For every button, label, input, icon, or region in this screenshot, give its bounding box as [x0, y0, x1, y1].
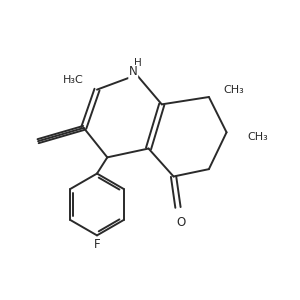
Text: F: F — [94, 238, 100, 251]
Text: CH₃: CH₃ — [224, 85, 244, 94]
Text: H₃C: H₃C — [63, 75, 84, 85]
Text: N: N — [129, 65, 138, 79]
Text: O: O — [176, 216, 185, 229]
Text: CH₃: CH₃ — [247, 132, 268, 142]
Text: H: H — [134, 58, 142, 68]
